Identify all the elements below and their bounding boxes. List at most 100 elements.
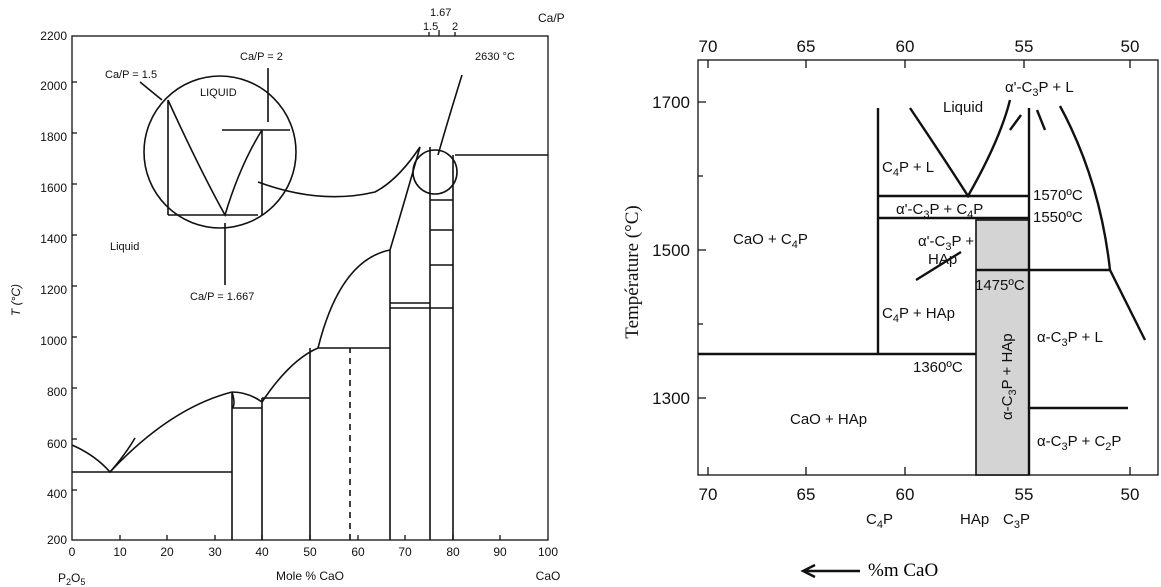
right-x-axis-title: %m CaO (868, 560, 938, 581)
bottom-tick-marks (707, 467, 1131, 475)
ratio-ticks (428, 30, 456, 36)
top-tick: 70 (699, 37, 718, 56)
temp-2630-label: 2630 °C (475, 51, 515, 63)
ca-p-1667-label: Ca/P = 1.667 (190, 291, 254, 303)
x-right-end-label: CaO (536, 569, 561, 583)
left-y-ticks: 200 400 600 800 1000 1200 1400 1600 1800… (40, 29, 77, 547)
right-liquidus (1058, 105, 1147, 341)
region-c4p-hap: C4P + HAp (882, 305, 955, 325)
top-tick: 55 (1015, 37, 1034, 56)
right-y-tick: 1700 (652, 93, 690, 112)
inset-liquid-label: LIQUID (200, 87, 237, 99)
temp-1550: 1550ºC (1033, 209, 1083, 226)
temp-1570: 1570ºC (1033, 187, 1083, 204)
region-liquid: Liquid (943, 99, 983, 116)
bottom-tick: 55 (1015, 485, 1034, 504)
x-tick: 100 (538, 545, 558, 559)
top-tick: 65 (797, 37, 816, 56)
bottom-tick: 70 (699, 485, 718, 504)
isotherms-1570-1550 (878, 194, 1029, 220)
liquidus-p2o5 (71, 437, 136, 474)
eutectic-lines (72, 154, 548, 473)
region-a1-c3p-hap: α'-C3P + (918, 233, 974, 253)
region-c4p-l: C4P + L (882, 159, 934, 179)
liquidus-c3p (389, 146, 421, 251)
arrow-left-icon (800, 563, 860, 579)
arrow-hap (915, 250, 962, 282)
right-y-axis-title: Température (°C) (622, 205, 643, 338)
right-plot-frame (697, 59, 1159, 476)
y-tick: 1600 (40, 181, 67, 195)
x-tick: 40 (255, 545, 269, 559)
x-tick: 50 (303, 545, 317, 559)
region-hap-label: HAp (928, 251, 957, 268)
ratio-label: 1.67 (430, 7, 451, 19)
y-tick: 1400 (40, 232, 67, 246)
bottom-tick: 50 (1121, 485, 1140, 504)
bottom-tick: 60 (896, 485, 915, 504)
liquid-label: Liquid (110, 241, 139, 253)
y-tick: 1000 (40, 334, 67, 348)
region-a-c3p-c2p: α-C3P + C2P (1037, 433, 1121, 453)
x-tick: 70 (398, 545, 412, 559)
top-right-label: Ca/P (538, 11, 565, 25)
liquidus-bcp (261, 347, 319, 403)
ratio-label: 2 (452, 21, 458, 33)
y-tick: 1800 (40, 130, 67, 144)
y-tick: 800 (47, 385, 67, 399)
y-tick: 400 (47, 487, 67, 501)
compound-hap: HAp (960, 511, 989, 528)
left-x-ticks: 0 10 20 30 40 50 60 70 80 90 100 (69, 535, 558, 559)
region-cao-hap: CaO + HAp (790, 411, 867, 428)
region-a1-c3p-l: α'-C3P + L (1005, 79, 1074, 99)
left-phase-lines (71, 74, 548, 540)
region-cao-c4p: CaO + C4P (733, 231, 808, 251)
top-tick: 60 (896, 37, 915, 56)
x-tick: 0 (69, 545, 76, 559)
annotation-arrows (139, 68, 269, 285)
region-a1-c3p-c4p: α'-C3P + C4P (896, 201, 983, 221)
x-tick: 60 (351, 545, 365, 559)
x-tick: 30 (208, 545, 222, 559)
region-a-c3p-l: α-C3P + L (1037, 329, 1103, 349)
x-tick: 10 (113, 545, 127, 559)
liquidus-cp2 (109, 391, 233, 473)
y-tick-marks (72, 81, 77, 491)
left-phase-diagram: 200 400 600 800 1000 1200 1400 1600 1800… (9, 7, 565, 587)
ratio-label: 1.5 (423, 21, 438, 33)
temp-1360: 1360ºC (913, 359, 963, 376)
right-phase-lines (698, 99, 1147, 475)
liquidus-connector (257, 146, 421, 198)
liquidus-curve (909, 99, 1012, 199)
ca-p-15-label: Ca/P = 1.5 (105, 69, 157, 81)
inset-circle-small (412, 149, 458, 195)
right-y-tick: 1500 (652, 241, 690, 260)
inset-zoom: LIQUID (143, 75, 297, 229)
ca-p-2-label: Ca/P = 2 (240, 51, 283, 63)
liquidus-c4p (437, 74, 463, 156)
liquidus-c2p3 (231, 391, 263, 409)
liquidus-c2p (317, 249, 391, 349)
y-tick: 200 (47, 533, 67, 547)
right-y-tick: 1300 (652, 389, 690, 408)
inset-circle (143, 75, 297, 229)
compound-c3p: C3P (1003, 511, 1030, 531)
left-x-axis-title: Mole % CaO (276, 569, 344, 583)
inset-lines (167, 99, 290, 218)
temp-1475: 1475ºC (975, 277, 1025, 294)
bottom-tick: 65 (797, 485, 816, 504)
compound-verticals (231, 147, 454, 540)
top-tick-marks (707, 60, 1131, 68)
x-tick: 20 (160, 545, 174, 559)
x-tick: 80 (446, 545, 460, 559)
right-phase-diagram: 70 65 60 55 50 70 65 60 55 50 1700 1500 … (622, 37, 1159, 581)
y-tick: 2000 (40, 79, 67, 93)
top-tick: 50 (1121, 37, 1140, 56)
left-y-axis-title: T (°C) (9, 284, 23, 316)
compound-c4p: C4P (866, 511, 893, 531)
right-y-tick-marks (698, 101, 706, 399)
y-tick: 600 (47, 437, 67, 451)
x-left-end-label: P2O5 (58, 571, 85, 587)
y-tick: 1200 (40, 283, 67, 297)
